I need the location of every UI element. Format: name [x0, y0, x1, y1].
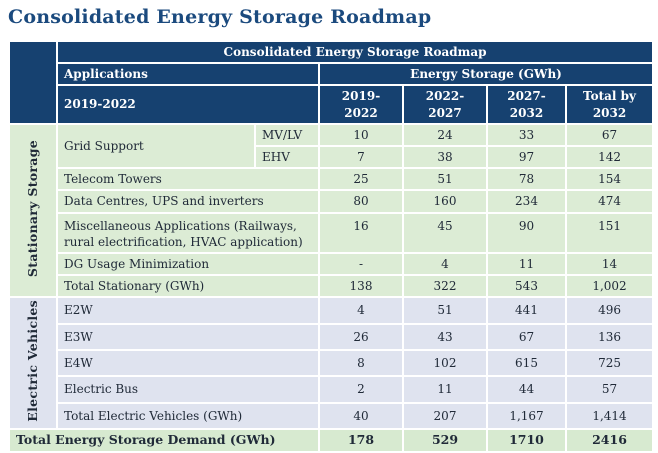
value-cell: 154 — [564, 167, 655, 192]
value-cell: 4 — [318, 296, 404, 325]
value-cell: 57 — [564, 375, 655, 404]
value-cell: 90 — [486, 211, 567, 254]
value-cell: 543 — [486, 274, 567, 299]
app-name-cell: Miscellaneous Applications (Railways, ru… — [56, 211, 320, 254]
value-cell: 234 — [486, 189, 567, 214]
app-name-cell: E3W — [56, 322, 320, 352]
value-cell: - — [318, 251, 404, 277]
value-cell: 67 — [486, 322, 567, 352]
value-cell: 151 — [564, 211, 655, 254]
value-cell: 11 — [486, 251, 567, 277]
section-label-text: Stationary Storage — [24, 139, 40, 277]
value-cell: 67 — [564, 122, 655, 147]
value-cell: 51 — [402, 296, 488, 325]
app-name-cell: Telecom Towers — [56, 167, 320, 192]
grand-total-value-cell: 2416 — [564, 428, 655, 453]
col-header-year-2027-2032: 2027-2032 — [486, 84, 567, 125]
grand-total-value-cell: 529 — [402, 428, 488, 453]
value-cell: 78 — [486, 167, 567, 192]
value-cell: 102 — [402, 348, 488, 378]
value-cell: 138 — [318, 274, 404, 299]
value-cell: 44 — [486, 375, 567, 404]
value-cell: 1,002 — [564, 274, 655, 299]
value-cell: 25 — [318, 167, 404, 192]
value-cell: 43 — [402, 322, 488, 352]
value-cell: 160 — [402, 189, 488, 214]
app-subtype-cell: MV/LV — [254, 122, 320, 147]
app-name-cell: DG Usage Minimization — [56, 251, 320, 277]
section-label-electric-vehicles: Electric Vehicles — [8, 296, 58, 431]
app-name-cell: E4W — [56, 348, 320, 378]
col-header-applications-period: 2019-2022 — [56, 84, 320, 125]
value-cell: 26 — [318, 322, 404, 352]
app-name-cell: E2W — [56, 296, 320, 325]
value-cell: 207 — [402, 401, 488, 431]
value-cell: 97 — [486, 144, 567, 170]
value-cell: 136 — [564, 322, 655, 352]
total-stationary-row-label: Total Stationary (GWh) — [56, 274, 320, 299]
value-cell: 11 — [402, 375, 488, 404]
energy-storage-roadmap-table: Consolidated Energy Storage Roadmap Appl… — [8, 39, 655, 453]
page-title: Consolidated Energy Storage Roadmap — [8, 6, 432, 28]
value-cell: 2 — [318, 375, 404, 404]
grand-total-row-label: Total Energy Storage Demand (GWh) — [8, 428, 320, 453]
value-cell: 14 — [564, 251, 655, 277]
col-header-year-2022-2027: 2022-2027 — [402, 84, 488, 125]
value-cell: 4 — [402, 251, 488, 277]
value-cell: 142 — [564, 144, 655, 170]
corner-header-cell — [8, 40, 58, 125]
value-cell: 38 — [402, 144, 488, 170]
value-cell: 441 — [486, 296, 567, 325]
section-label-stationary-storage: Stationary Storage — [8, 122, 58, 299]
value-cell: 16 — [318, 211, 404, 254]
col-header-energy-storage: Energy Storage (GWh) — [317, 62, 655, 87]
total-ev-row-label: Total Electric Vehicles (GWh) — [56, 401, 320, 431]
section-label-text: Electric Vehicles — [24, 300, 40, 422]
value-cell: 51 — [402, 167, 488, 192]
value-cell: 322 — [402, 274, 488, 299]
value-cell: 7 — [318, 144, 404, 170]
col-header-year-2019-2022: 2019-2022 — [318, 84, 404, 125]
app-name-cell: Grid Support — [56, 122, 256, 170]
value-cell: 615 — [486, 348, 567, 378]
grand-total-value-cell: 178 — [318, 428, 404, 453]
value-cell: 725 — [564, 348, 655, 378]
col-header-total-by-2032: Total by 2032 — [564, 84, 655, 125]
value-cell: 33 — [486, 122, 567, 147]
value-cell: 24 — [402, 122, 488, 147]
value-cell: 10 — [318, 122, 404, 147]
table-title-cell: Consolidated Energy Storage Roadmap — [55, 39, 655, 65]
value-cell: 45 — [402, 211, 488, 254]
value-cell: 8 — [318, 348, 404, 378]
value-cell: 1,167 — [486, 401, 567, 431]
value-cell: 496 — [564, 296, 655, 325]
grand-total-value-cell: 1710 — [486, 428, 567, 453]
app-subtype-cell: EHV — [254, 144, 320, 170]
app-name-cell: Data Centres, UPS and inverters — [56, 189, 320, 214]
value-cell: 474 — [564, 189, 655, 214]
value-cell: 80 — [318, 189, 404, 214]
value-cell: 1,414 — [564, 401, 655, 431]
value-cell: 40 — [318, 401, 404, 431]
app-name-cell: Electric Bus — [56, 375, 320, 404]
col-header-applications: Applications — [56, 62, 320, 87]
